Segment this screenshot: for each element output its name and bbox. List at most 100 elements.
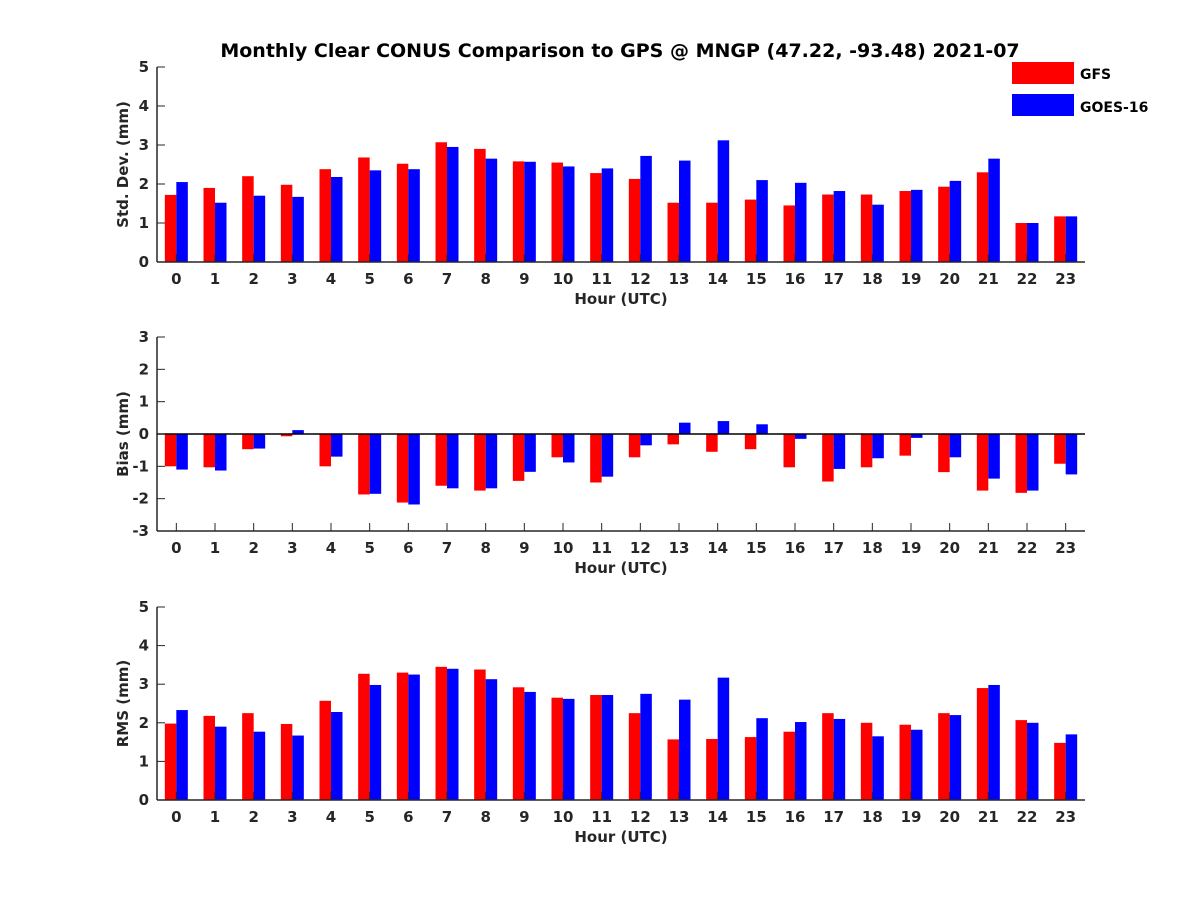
bar-std-gfs-6 <box>396 163 409 262</box>
bar-rms-goes16-15 <box>756 718 768 800</box>
x-tick-label-std-0: 0 <box>171 270 181 288</box>
bar-bias-gfs-8 <box>474 434 486 491</box>
bar-bias-goes16-1 <box>215 434 227 471</box>
bar-bias-gfs-18 <box>860 434 873 468</box>
x-tick-label-std-5: 5 <box>364 270 374 288</box>
x-tick-label-rms-18: 18 <box>862 808 883 826</box>
legend-swatch-goes16 <box>1012 94 1074 116</box>
bar-std-goes16-20 <box>949 180 962 262</box>
x-tick-label-rms-19: 19 <box>901 808 922 826</box>
y-tick-label-rms-1: 1 <box>139 752 149 770</box>
bar-std-goes16-22 <box>1027 223 1039 262</box>
legend-label-goes16: GOES-16 <box>1080 100 1148 116</box>
x-tick-label-std-2: 2 <box>248 270 258 288</box>
bar-std-gfs-20 <box>938 186 950 262</box>
bar-bias-gfs-12 <box>628 434 641 458</box>
bar-rms-gfs-20 <box>938 713 950 800</box>
bar-bias-goes16-7 <box>447 434 459 489</box>
bar-rms-gfs-4 <box>319 700 331 800</box>
bar-bias-goes16-3 <box>292 430 304 434</box>
bar-std-goes16-17 <box>833 191 846 262</box>
bar-bias-gfs-15 <box>744 434 757 450</box>
bar-std-gfs-4 <box>319 169 331 262</box>
bar-std-goes16-16 <box>795 182 807 262</box>
bar-std-goes16-15 <box>756 180 768 262</box>
bar-std-gfs-21 <box>976 172 989 262</box>
x-tick-label-bias-9: 9 <box>519 539 529 557</box>
bar-rms-goes16-14 <box>717 677 730 800</box>
x-tick-label-std-10: 10 <box>553 270 574 288</box>
y-tick-label-std-0: 0 <box>139 253 149 271</box>
bar-std-goes16-23 <box>1065 216 1078 262</box>
bar-rms-gfs-9 <box>512 687 525 800</box>
x-tick-label-bias-14: 14 <box>707 539 728 557</box>
bar-rms-goes16-4 <box>331 711 343 800</box>
bar-rms-gfs-16 <box>783 731 795 800</box>
bar-bias-goes16-23 <box>1065 434 1078 475</box>
x-tick-label-rms-4: 4 <box>326 808 336 826</box>
bar-rms-gfs-12 <box>628 713 641 800</box>
y-tick-label-std-1: 1 <box>139 214 149 232</box>
bar-rms-gfs-21 <box>976 688 989 800</box>
bar-rms-goes16-11 <box>601 695 614 800</box>
bar-std-gfs-3 <box>280 184 293 262</box>
legend: GFS GOES-16 <box>1012 62 1148 116</box>
bar-bias-gfs-4 <box>319 434 331 467</box>
bar-bias-goes16-17 <box>833 434 846 469</box>
x-tick-label-bias-2: 2 <box>248 539 258 557</box>
x-tick-label-std-6: 6 <box>403 270 413 288</box>
bar-rms-goes16-17 <box>833 718 846 800</box>
legend-swatch-gfs <box>1012 62 1074 84</box>
bar-std-goes16-19 <box>911 189 923 262</box>
x-tick-label-bias-11: 11 <box>591 539 612 557</box>
bar-bias-gfs-23 <box>1054 434 1066 464</box>
x-tick-label-std-18: 18 <box>862 270 883 288</box>
bar-std-gfs-16 <box>783 205 795 262</box>
x-tick-label-rms-13: 13 <box>669 808 690 826</box>
x-tick-label-bias-0: 0 <box>171 539 181 557</box>
bar-bias-gfs-21 <box>976 434 989 491</box>
bar-std-gfs-0 <box>164 194 177 262</box>
x-tick-label-std-1: 1 <box>210 270 220 288</box>
y-tick-label-std-2: 2 <box>139 175 149 193</box>
x-tick-label-std-21: 21 <box>978 270 999 288</box>
bar-bias-goes16-9 <box>524 434 536 472</box>
bar-rms-gfs-5 <box>358 673 370 800</box>
y-tick-label-std-5: 5 <box>139 58 149 76</box>
x-tick-label-std-16: 16 <box>785 270 806 288</box>
x-tick-label-rms-16: 16 <box>785 808 806 826</box>
x-tick-label-rms-14: 14 <box>707 808 728 826</box>
bar-std-goes16-10 <box>563 166 575 262</box>
x-tick-label-bias-15: 15 <box>746 539 767 557</box>
x-tick-label-std-4: 4 <box>326 270 336 288</box>
x-tick-label-rms-3: 3 <box>287 808 297 826</box>
bar-rms-goes16-2 <box>253 731 266 800</box>
bars-std <box>164 140 1078 262</box>
x-tick-label-rms-11: 11 <box>591 808 612 826</box>
bar-std-gfs-14 <box>706 202 718 262</box>
bar-rms-goes16-16 <box>795 722 807 800</box>
x-tick-label-bias-5: 5 <box>364 539 374 557</box>
x-tick-label-bias-22: 22 <box>1017 539 1038 557</box>
y-tick-label-bias--2: -2 <box>132 490 149 508</box>
bar-rms-gfs-22 <box>1015 720 1027 800</box>
bar-rms-gfs-17 <box>822 713 834 800</box>
bar-std-goes16-7 <box>447 146 459 262</box>
x-tick-label-bias-12: 12 <box>630 539 651 557</box>
x-tick-label-bias-16: 16 <box>785 539 806 557</box>
bar-std-gfs-13 <box>667 202 679 262</box>
bar-std-goes16-5 <box>369 170 382 262</box>
bar-bias-gfs-16 <box>783 434 795 468</box>
bar-rms-gfs-15 <box>744 737 757 800</box>
x-tick-label-rms-9: 9 <box>519 808 529 826</box>
y-axis-label-bias: Bias (mm) <box>114 391 132 477</box>
y-tick-label-rms-5: 5 <box>139 598 149 616</box>
x-tick-label-std-23: 23 <box>1055 270 1076 288</box>
bar-rms-gfs-23 <box>1054 742 1066 800</box>
bars-rms <box>164 666 1078 800</box>
bar-std-gfs-2 <box>242 176 254 262</box>
bar-rms-goes16-7 <box>447 668 459 800</box>
